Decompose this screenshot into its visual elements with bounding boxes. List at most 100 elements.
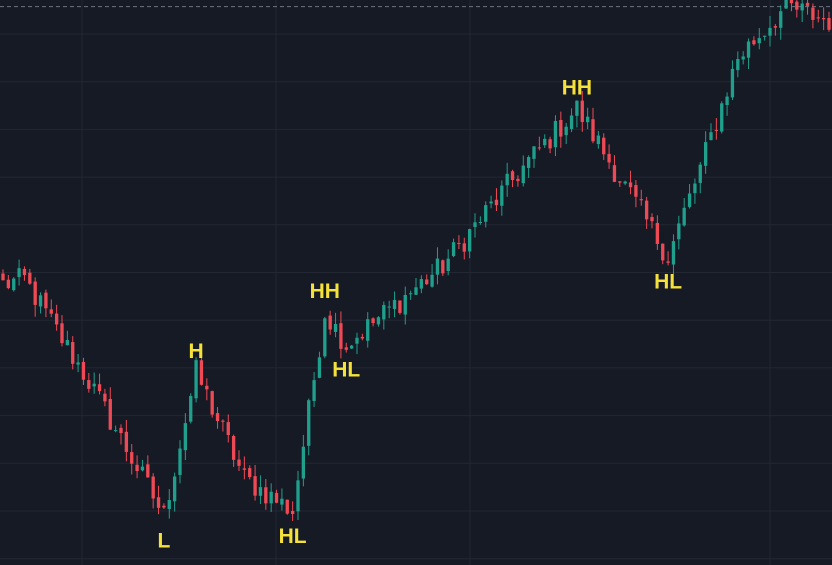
candle xyxy=(140,459,145,472)
candle-body xyxy=(290,510,295,514)
candle xyxy=(22,266,27,281)
candle xyxy=(113,425,118,433)
candle xyxy=(317,351,322,379)
candle xyxy=(639,189,643,206)
candle xyxy=(172,472,177,512)
candle-body xyxy=(741,56,745,60)
candle-body xyxy=(580,100,584,122)
candle xyxy=(430,263,434,288)
candle xyxy=(714,118,719,140)
candle xyxy=(151,473,155,509)
candle xyxy=(741,51,745,65)
candle xyxy=(575,100,579,128)
candle xyxy=(199,354,204,386)
candle-body xyxy=(602,137,606,155)
candle-body xyxy=(730,68,735,98)
candle-body xyxy=(505,173,509,186)
candle xyxy=(698,161,702,194)
candle-body xyxy=(349,345,354,349)
candle-body xyxy=(644,200,649,220)
candle xyxy=(414,278,418,295)
candle xyxy=(467,228,472,259)
swing-label-hl: HL xyxy=(654,270,682,293)
candle xyxy=(178,440,182,484)
candle-body xyxy=(693,183,697,194)
candle xyxy=(779,5,783,40)
swing-label-hh: HH xyxy=(562,76,592,99)
candle-body xyxy=(639,199,643,201)
candle-body xyxy=(194,360,198,399)
candle-body xyxy=(408,293,413,295)
candle xyxy=(612,155,617,183)
candle xyxy=(103,388,107,407)
candle xyxy=(650,213,654,229)
candle xyxy=(258,475,263,504)
candle-body xyxy=(467,229,472,252)
candle-body xyxy=(28,272,32,284)
candle xyxy=(602,133,606,160)
candle xyxy=(349,344,354,349)
candle-body xyxy=(484,205,488,222)
candle-body xyxy=(746,41,751,58)
candle-body xyxy=(312,380,316,401)
candle xyxy=(671,234,676,275)
candle xyxy=(762,35,767,41)
candle-body xyxy=(559,120,563,137)
candle xyxy=(784,0,788,9)
candle-body xyxy=(162,505,166,508)
candle-body xyxy=(564,126,568,136)
swing-labels: L H HL HH HL HH HL xyxy=(157,76,682,552)
candle xyxy=(60,315,64,347)
candle xyxy=(494,188,499,212)
candle-body xyxy=(457,242,461,244)
candle xyxy=(167,489,171,519)
candle xyxy=(516,175,520,187)
candle xyxy=(1,269,5,281)
candle-body xyxy=(752,40,756,45)
candle-body xyxy=(274,492,279,503)
candle-body xyxy=(494,199,499,206)
candle xyxy=(264,478,268,510)
candle-body xyxy=(221,420,225,422)
candle xyxy=(703,131,708,174)
candle-body xyxy=(805,2,810,6)
candle-body xyxy=(167,500,171,510)
candle-body xyxy=(333,323,338,332)
candle-body xyxy=(526,157,531,168)
candle-body xyxy=(226,422,230,436)
candle-body xyxy=(205,385,209,390)
candle xyxy=(746,38,751,69)
candle-body xyxy=(789,0,794,4)
candle-body xyxy=(682,207,686,226)
candle xyxy=(720,101,724,134)
candle-body xyxy=(12,278,16,291)
candle-body xyxy=(784,0,788,9)
candle-body xyxy=(258,487,263,496)
candle xyxy=(183,413,188,461)
candle xyxy=(537,136,542,151)
candle xyxy=(38,292,43,314)
candle-body xyxy=(473,222,477,228)
candle xyxy=(6,275,11,290)
candle-body xyxy=(661,243,665,261)
candle-body xyxy=(392,300,397,310)
candle xyxy=(484,201,488,228)
candle-body xyxy=(382,304,386,320)
candle xyxy=(87,372,91,393)
candle-body xyxy=(532,146,536,159)
candle xyxy=(92,372,96,394)
candle xyxy=(441,259,445,277)
candle xyxy=(457,235,461,250)
candle xyxy=(231,434,236,467)
candle xyxy=(76,354,80,373)
candle xyxy=(564,122,568,145)
candle-body xyxy=(140,466,145,471)
candle xyxy=(285,499,289,515)
candle xyxy=(425,274,429,286)
candle-body xyxy=(398,300,402,313)
candle-body xyxy=(376,317,381,325)
candle xyxy=(226,414,230,443)
candle-body xyxy=(172,476,177,502)
candle-body xyxy=(71,342,75,364)
